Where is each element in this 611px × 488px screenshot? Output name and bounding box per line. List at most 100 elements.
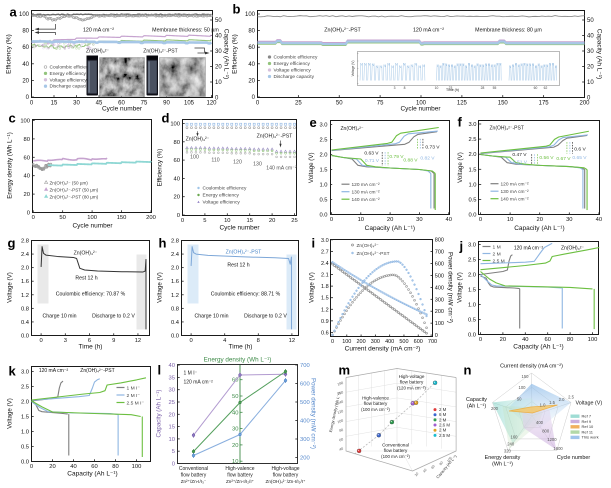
- svg-text:2.6 M: 2.6 M: [439, 422, 450, 427]
- svg-text:Efficiency (%): Efficiency (%): [6, 34, 13, 74]
- svg-text:28: 28: [481, 86, 485, 90]
- svg-text:100: 100: [342, 339, 351, 345]
- svg-text:l: l: [158, 363, 162, 378]
- svg-text:3: 3: [64, 338, 67, 344]
- svg-text:0: 0: [27, 211, 30, 217]
- svg-text:Ref 10: Ref 10: [582, 424, 595, 429]
- svg-text:50: 50: [232, 394, 238, 400]
- svg-text:1.2: 1.2: [321, 307, 329, 313]
- svg-text:Time (h): Time (h): [229, 344, 253, 351]
- svg-text:e: e: [310, 115, 317, 130]
- svg-text:50: 50: [215, 18, 222, 24]
- svg-text:Conventional: Conventional: [179, 466, 208, 472]
- svg-text:8: 8: [404, 86, 406, 90]
- svg-text:Current density (mA cm⁻²): Current density (mA cm⁻²): [345, 346, 421, 353]
- svg-text:Capacity (Ah L⁻¹): Capacity (Ah L⁻¹): [223, 29, 230, 79]
- svg-text:0.88 V: 0.88 V: [403, 158, 418, 164]
- svg-text:Capacity (Ah L⁻¹): Capacity (Ah L⁻¹): [156, 390, 163, 438]
- svg-text:0: 0: [330, 217, 333, 223]
- svg-text:0.9: 0.9: [321, 319, 329, 325]
- svg-text:2.4: 2.4: [21, 252, 30, 258]
- svg-text:Time (h): Time (h): [446, 88, 459, 92]
- svg-text:2.8: 2.8: [21, 238, 29, 244]
- svg-text:Voltage (V): Voltage (V): [157, 272, 164, 303]
- svg-text:2.4: 2.4: [321, 261, 329, 267]
- svg-text:20: 20: [500, 337, 506, 343]
- svg-text:10: 10: [224, 218, 230, 224]
- svg-text:0.6 V: 0.6 V: [574, 147, 586, 153]
- svg-text:Voltage (V): Voltage (V): [7, 398, 14, 429]
- svg-text:130: 130: [253, 162, 262, 168]
- svg-text:Zn(OH)₄²⁻-PST: Zn(OH)₄²⁻-PST: [80, 368, 114, 374]
- svg-text:40: 40: [422, 468, 428, 473]
- svg-text:200: 200: [300, 456, 310, 462]
- svg-text:Charge 10 min: Charge 10 min: [42, 314, 76, 320]
- svg-text:0.0: 0.0: [171, 334, 179, 340]
- svg-text:20: 20: [248, 78, 255, 84]
- svg-text:Zn(OH)₄²⁻-PST (80 µm): Zn(OH)₄²⁻-PST (80 µm): [50, 195, 99, 200]
- svg-text:Capacity (Ah L⁻¹): Capacity (Ah L⁻¹): [67, 471, 117, 478]
- svg-text:0.5: 0.5: [21, 445, 29, 451]
- svg-text:700: 700: [435, 250, 444, 256]
- svg-text:20: 20: [414, 472, 420, 477]
- svg-text:30: 30: [587, 49, 594, 55]
- svg-text:130 mA cm⁻²: 130 mA cm⁻²: [352, 190, 381, 196]
- svg-text:20: 20: [169, 412, 175, 418]
- svg-text:Voltage efficiency: Voltage efficiency: [50, 77, 88, 83]
- svg-text:Energy efficiency: Energy efficiency: [203, 193, 240, 199]
- svg-text:20: 20: [387, 217, 393, 223]
- svg-text:400: 400: [435, 285, 444, 291]
- svg-text:Cycle number: Cycle number: [72, 223, 113, 230]
- svg-text:Ref 9: Ref 9: [582, 419, 592, 424]
- svg-text:3.0: 3.0: [21, 370, 29, 376]
- svg-text:2.7: 2.7: [321, 249, 329, 255]
- svg-text:40: 40: [215, 34, 222, 40]
- svg-text:120 mA cm⁻²: 120 mA cm⁻²: [352, 182, 381, 188]
- svg-text:Membrane thickness: 80 µm: Membrane thickness: 80 µm: [475, 28, 542, 34]
- svg-text:0.0: 0.0: [319, 213, 327, 219]
- svg-text:25: 25: [169, 400, 175, 406]
- svg-text:60: 60: [22, 45, 29, 51]
- svg-text:Time (h): Time (h): [79, 344, 103, 351]
- svg-text:Cycle number: Cycle number: [400, 106, 441, 113]
- svg-text:20: 20: [22, 78, 29, 84]
- svg-text:600: 600: [435, 262, 444, 268]
- svg-text:1.0: 1.0: [319, 183, 327, 189]
- svg-text:i: i: [312, 236, 316, 251]
- svg-text:20: 20: [174, 195, 180, 201]
- svg-text:62: 62: [544, 86, 548, 90]
- svg-text:200: 200: [491, 406, 499, 411]
- svg-text:Zn(OH)₄²⁻/Zn-I/I₂/I⁺: Zn(OH)₄²⁻/Zn-I/I₂/I⁺: [266, 479, 306, 484]
- svg-text:100: 100: [170, 122, 180, 128]
- svg-text:Zn(OH)₄²⁻: Zn(OH)₄²⁻: [561, 246, 584, 252]
- svg-text:80: 80: [112, 464, 118, 470]
- svg-text:(Ah L⁻¹): (Ah L⁻¹): [467, 404, 487, 410]
- svg-text:2.5 M: 2.5 M: [439, 433, 450, 438]
- svg-text:a: a: [10, 5, 18, 20]
- svg-text:30: 30: [73, 101, 80, 107]
- svg-text:Zn(OH)₄²⁻-PST: Zn(OH)₄²⁻-PST: [324, 28, 361, 34]
- svg-text:100: 100: [416, 101, 427, 107]
- svg-text:Efficiency (%): Efficiency (%): [157, 149, 164, 187]
- svg-text:9: 9: [112, 338, 115, 344]
- svg-text:Voltage (V): Voltage (V): [7, 272, 14, 303]
- svg-text:40: 40: [522, 337, 528, 343]
- svg-text:(100 mA cm⁻²): (100 mA cm⁻²): [381, 454, 410, 459]
- svg-text:80: 80: [174, 140, 180, 146]
- svg-text:60: 60: [118, 101, 125, 107]
- svg-text:120 mA cm⁻²: 120 mA cm⁻²: [413, 28, 444, 34]
- svg-text:25: 25: [291, 218, 297, 224]
- svg-text:Zn(OH)₄²⁻-PST: Zn(OH)₄²⁻-PST: [257, 134, 294, 140]
- svg-text:140 mA cm⁻²: 140 mA cm⁻²: [352, 197, 381, 203]
- svg-text:0: 0: [30, 464, 33, 470]
- svg-text:40: 40: [22, 62, 29, 68]
- svg-text:50: 50: [59, 215, 65, 221]
- svg-text:0: 0: [181, 218, 184, 224]
- svg-text:20: 20: [24, 192, 30, 198]
- svg-text:75: 75: [377, 101, 384, 107]
- svg-text:100: 100: [588, 337, 598, 343]
- svg-text:0: 0: [587, 96, 591, 102]
- svg-text:1.5: 1.5: [321, 296, 329, 302]
- svg-text:0.47 V: 0.47 V: [512, 152, 527, 158]
- svg-text:180: 180: [337, 381, 344, 387]
